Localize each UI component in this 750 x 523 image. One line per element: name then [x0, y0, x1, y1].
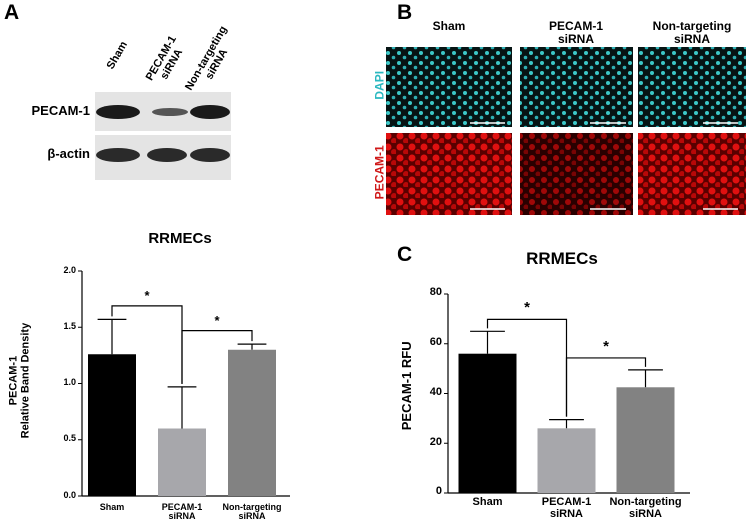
significance-label: * — [144, 287, 150, 303]
image-column-label: Non-targeting siRNA — [652, 19, 732, 46]
y-axis-label: PECAM-1 RFU — [399, 341, 415, 431]
y-tick-label: 40 — [429, 385, 442, 398]
image-row-label: DAPI — [372, 70, 387, 100]
panel-label: A — [4, 1, 20, 24]
x-tick-label: Sham — [472, 496, 503, 508]
image-row-label: PECAM-1 — [372, 145, 387, 200]
significance-label: * — [524, 299, 530, 317]
y-tick-label: 80 — [429, 286, 442, 299]
image-column-label: Sham — [432, 19, 466, 33]
chart-title: RRMECs — [148, 230, 212, 247]
blot-row-label: PECAM-1 — [31, 103, 90, 118]
significance-bracket — [181, 330, 253, 384]
x-tick-label: PECAM-1 siRNA — [541, 496, 592, 520]
panel-label: B — [397, 1, 413, 24]
bar — [158, 428, 206, 496]
y-tick-label: 20 — [429, 435, 442, 448]
significance-label: * — [603, 337, 609, 355]
y-tick-label: 0.5 — [63, 433, 76, 444]
x-tick-label: Non-targeting siRNA — [222, 502, 282, 522]
significance-label: * — [214, 312, 220, 328]
western-blot — [95, 92, 231, 180]
panel-label: C — [397, 243, 413, 266]
bar — [458, 353, 517, 493]
x-tick-label: PECAM-1 siRNA — [161, 502, 203, 522]
bar — [537, 428, 596, 493]
image-column-label: PECAM-1 siRNA — [548, 19, 603, 46]
chart-title: RRMECs — [526, 249, 598, 268]
bar — [88, 354, 136, 496]
y-tick-label: 0 — [435, 485, 442, 498]
significance-bracket — [565, 357, 647, 417]
x-tick-label: Non-targeting siRNA — [609, 496, 682, 520]
y-tick-label: 0.0 — [63, 489, 76, 500]
y-tick-label: 1.5 — [63, 320, 76, 331]
y-tick-label: 2.0 — [63, 264, 76, 275]
y-tick-label: 60 — [429, 336, 442, 349]
bar — [616, 387, 675, 493]
bar — [228, 349, 276, 496]
y-tick-label: 1.0 — [63, 377, 76, 388]
blot-row-label: β-actin — [47, 146, 90, 161]
x-tick-label: Sham — [99, 502, 125, 512]
y-axis-label: PECAM-1 Relative Band Density — [7, 322, 31, 439]
fluorescence-images — [386, 47, 746, 215]
